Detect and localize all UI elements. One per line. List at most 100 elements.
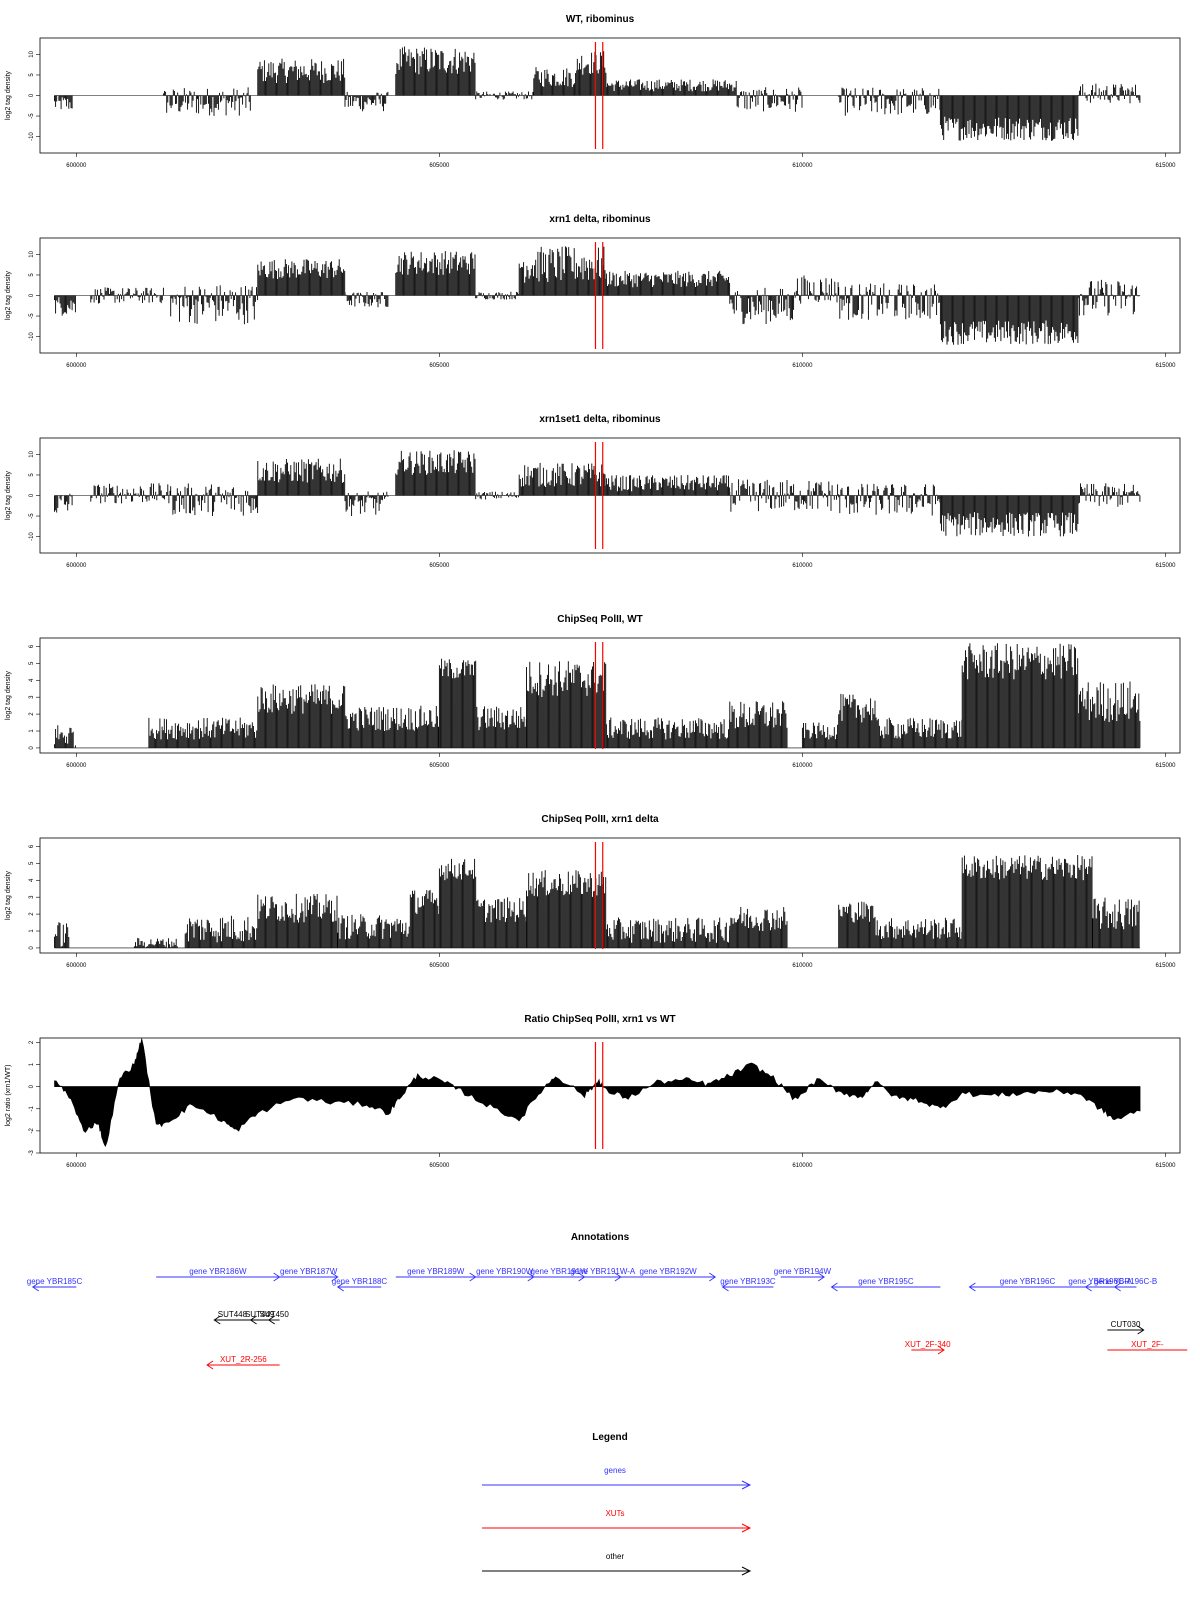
arrow-left-icon xyxy=(336,1282,344,1292)
density-bars xyxy=(54,643,1141,748)
y-tick-label: -10 xyxy=(29,532,35,541)
legend-entry: genes xyxy=(482,1466,752,1490)
chart-title: ChipSeq PolII, WT xyxy=(557,614,643,625)
chart-title: Ratio ChipSeq PolII, xrn1 vs WT xyxy=(524,1014,675,1025)
density-bars xyxy=(54,46,1141,141)
annotation-feature: gene YBR192W xyxy=(620,1267,717,1282)
y-tick-label: -10 xyxy=(29,332,35,341)
annotation-feature: gene YBR193C xyxy=(720,1277,776,1292)
arrow-right-icon xyxy=(741,1523,752,1533)
y-tick-label: -5 xyxy=(29,313,35,319)
y-tick-label: 3 xyxy=(29,895,35,899)
chart-panel-1: WT, ribominus -10 -5 0 5 10 log2 tag density 60… xyxy=(5,14,1181,169)
chart-panel-6: Ratio ChipSeq PolII, xrn1 vs WT -3 -2 -1 0 1 2… xyxy=(5,1014,1181,1169)
y-tick-label: 5 xyxy=(29,73,35,77)
y-axis-label: log2 tag density xyxy=(5,70,12,120)
density-bars xyxy=(54,450,1141,537)
annotation-feature: gene YBR188C xyxy=(332,1277,387,1292)
y-tick-label: 0 xyxy=(29,946,35,950)
annotation-feature: XUT_2F- xyxy=(1107,1340,1188,1351)
feature-label: gene YBR196C-B xyxy=(1094,1277,1157,1286)
annotation-feature: XUT_2R-256 xyxy=(206,1355,280,1370)
feature-label: XUT_2F-340 xyxy=(905,1340,951,1349)
feature-label: gene YBR196C xyxy=(1000,1277,1056,1286)
annotation-feature: gene YBR191W-A xyxy=(570,1267,636,1282)
y-tick-label: 4 xyxy=(29,678,35,682)
x-tick-label: 610000 xyxy=(792,563,813,569)
arrow-right-icon xyxy=(937,1345,945,1355)
y-tick-label: -2 xyxy=(29,1128,35,1134)
x-tick-label: 600000 xyxy=(66,763,87,769)
y-tick-label: 0 xyxy=(29,493,35,497)
x-tick-label: 610000 xyxy=(792,1163,813,1169)
chart-title: xrn1 delta, ribominus xyxy=(549,214,651,225)
x-tick-label: 600000 xyxy=(66,363,87,369)
annotation-feature: SUT448 xyxy=(213,1310,251,1325)
y-tick-label: 0 xyxy=(29,746,35,750)
x-tick-label: 610000 xyxy=(792,763,813,769)
x-tick-label: 605000 xyxy=(429,963,450,969)
arrow-right-icon xyxy=(741,1566,752,1576)
x-tick-label: 615000 xyxy=(1155,563,1176,569)
feature-label: gene YBR185C xyxy=(27,1277,83,1286)
annotation-feature: gene YBR186W xyxy=(156,1267,281,1282)
feature-label: gene YBR190W xyxy=(476,1267,534,1276)
arrow-left-icon xyxy=(267,1315,275,1325)
y-tick-label: -5 xyxy=(29,113,35,119)
arrow-left-icon xyxy=(968,1282,976,1292)
arrow-left-icon xyxy=(249,1315,257,1325)
chart-panel-4: ChipSeq PolII, WT 0 1 2 3 4 5 6 log2 tag density… xyxy=(5,614,1181,769)
arrow-left-icon xyxy=(830,1282,838,1292)
feature-label: SUT448 xyxy=(218,1310,248,1319)
x-tick-label: 615000 xyxy=(1155,1163,1176,1169)
legend-entry: other xyxy=(482,1552,752,1576)
y-tick-label: 4 xyxy=(29,878,35,882)
arrow-left-icon xyxy=(1084,1282,1092,1292)
chart-panel-2: xrn1 delta, ribominus -10 -5 0 5 10 log2 tag d… xyxy=(5,214,1181,369)
arrow-left-icon xyxy=(31,1282,39,1292)
x-tick-label: 600000 xyxy=(66,1163,87,1169)
feature-label: gene YBR193C xyxy=(720,1277,776,1286)
y-tick-label: -5 xyxy=(29,513,35,519)
arrow-right-icon xyxy=(331,1272,339,1282)
arrow-left-icon xyxy=(721,1282,729,1292)
y-axis-label: log2 tag density xyxy=(5,470,12,520)
legend-title: Legend xyxy=(592,1432,628,1443)
x-tick-label: 605000 xyxy=(429,163,450,169)
x-tick-label: 600000 xyxy=(66,563,87,569)
legend-label: XUTs xyxy=(605,1509,624,1518)
y-axis-label: log2 tag density xyxy=(5,870,12,920)
annotation-feature: gene YBR195C xyxy=(830,1277,941,1292)
arrow-right-icon xyxy=(1137,1325,1145,1335)
y-tick-label: 0 xyxy=(29,293,35,297)
feature-label: CUT030 xyxy=(1111,1320,1141,1329)
legend-panel: Legend genes XUTs other xyxy=(482,1432,752,1576)
y-tick-label: 5 xyxy=(29,861,35,865)
feature-label: XUT_2F- xyxy=(1131,1340,1164,1349)
x-tick-label: 610000 xyxy=(792,963,813,969)
legend-label: other xyxy=(606,1552,625,1561)
x-tick-label: 610000 xyxy=(792,163,813,169)
annotation-feature: gene YBR185C xyxy=(27,1277,83,1292)
y-tick-label: 3 xyxy=(29,695,35,699)
y-tick-label: 5 xyxy=(29,473,35,477)
annotation-feature: gene YBR189W xyxy=(395,1267,477,1282)
annotation-feature: gene YBR196C xyxy=(968,1277,1086,1292)
density-bars xyxy=(54,855,1140,948)
x-tick-label: 600000 xyxy=(66,163,87,169)
chart-panel-3: xrn1set1 delta, ribominus -10 -5 0 5 10 log2 t… xyxy=(5,414,1181,569)
y-tick-label: 5 xyxy=(29,661,35,665)
y-tick-label: -1 xyxy=(29,1105,35,1111)
y-tick-label: 0 xyxy=(29,93,35,97)
feature-label: gene YBR186W xyxy=(189,1267,247,1276)
annotation-feature: gene YBR196C-B xyxy=(1094,1277,1157,1292)
legend-entry: XUTs xyxy=(482,1509,752,1533)
ratio-area xyxy=(54,1038,1141,1147)
y-tick-label: 6 xyxy=(29,644,35,648)
y-tick-label: 0 xyxy=(29,1084,35,1088)
feature-label: gene YBR187W xyxy=(280,1267,338,1276)
x-tick-label: 605000 xyxy=(429,1163,450,1169)
y-tick-label: -3 xyxy=(29,1150,35,1156)
y-tick-label: -10 xyxy=(29,132,35,141)
